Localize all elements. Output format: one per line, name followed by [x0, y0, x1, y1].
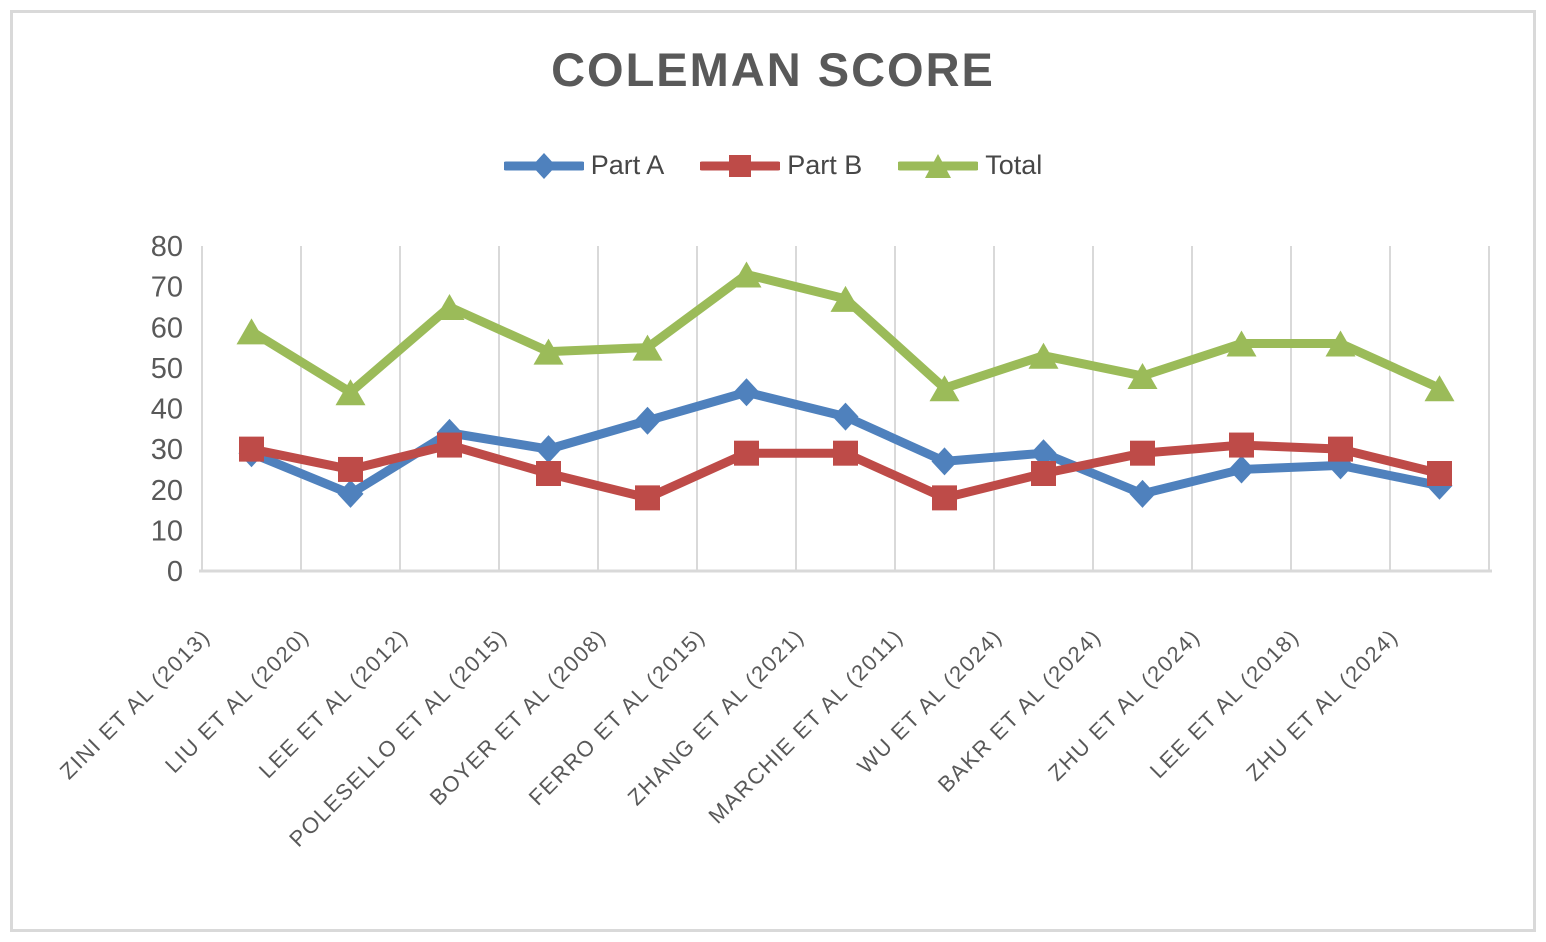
y-axis-tick-label: 10 [151, 515, 183, 547]
part-b-marker-square [536, 461, 561, 486]
y-axis-tick-label: 0 [167, 556, 183, 588]
total-marker-triangle [1325, 330, 1356, 357]
part-a-line-diamond-icon [501, 151, 587, 181]
part-a-marker-diamond [1129, 479, 1156, 508]
part-b-marker-square [1130, 440, 1155, 466]
chart-title: COLEMAN SCORE [551, 43, 995, 96]
part-a-marker-diamond [832, 402, 859, 431]
part-b-marker-square [338, 456, 363, 482]
total-marker-triangle [1226, 330, 1257, 357]
part-a-marker-diamond [1228, 455, 1255, 484]
part-b-marker-square [1229, 432, 1254, 458]
legend-label-part-a: Part A [590, 150, 665, 180]
legend-marker-glyph [895, 153, 981, 178]
part-b-line-square-icon [697, 151, 783, 181]
part-b-marker-square [635, 485, 660, 511]
part-b-marker-square [1427, 461, 1452, 486]
legend-item-part-b: Part B [697, 150, 863, 181]
legend-label-total: Total [985, 150, 1043, 180]
y-axis-tick-label: 60 [151, 312, 183, 344]
total-marker-triangle [236, 318, 267, 345]
legend-triangle [925, 153, 952, 178]
legend-label-part-b: Part B [787, 150, 863, 180]
total-marker-triangle [335, 379, 366, 406]
y-axis-tick-label: 30 [151, 434, 183, 466]
legend-item-total: Total [895, 150, 1043, 181]
part-a-marker-diamond [733, 378, 760, 407]
part-a-marker-diamond [931, 447, 958, 476]
total-marker-triangle [632, 334, 663, 361]
y-axis-tick-label: 40 [151, 394, 183, 426]
y-axis-tick-label: 70 [151, 272, 183, 304]
part-b-marker-square [833, 440, 858, 466]
part-a-marker-diamond [634, 406, 661, 435]
part-b-marker-square [239, 436, 264, 462]
x-category-label: MARCHIE ET AL (2011) [703, 624, 908, 829]
part-b-marker-square [1328, 436, 1353, 462]
series-total [236, 261, 1455, 406]
total-marker-triangle [1127, 363, 1158, 389]
x-category-label: FERRO ET AL (2015) [524, 624, 710, 810]
part-a-marker-diamond [1030, 439, 1057, 468]
y-axis-tick-label: 20 [151, 475, 183, 507]
part-b-marker-square [437, 432, 462, 458]
x-category-label: BOYER ET AL (2008) [425, 624, 611, 810]
part-a-marker-diamond [535, 435, 562, 464]
x-category-label: BAKR ET AL (2024) [933, 624, 1106, 797]
total-marker-triangle [929, 375, 960, 402]
legend-diamond [531, 152, 556, 179]
legend-item-part-a: Part A [501, 150, 665, 181]
part-b-marker-square [734, 440, 759, 466]
total-marker-triangle [434, 293, 465, 320]
x-category-label: POLESELLO ET AL (2015) [284, 624, 512, 852]
y-axis-tick-label: 80 [151, 231, 183, 263]
total-marker-triangle [1424, 375, 1455, 402]
total-marker-triangle [1028, 342, 1059, 369]
total-marker-triangle [830, 285, 861, 312]
total-marker-triangle [731, 261, 762, 288]
legend-square [729, 154, 752, 177]
total-line-triangle-icon [895, 151, 981, 181]
y-axis-tick-label: 50 [151, 353, 183, 385]
total-marker-triangle [533, 338, 564, 365]
legend: Part A Part B Total [0, 150, 1546, 181]
part-a-marker-diamond [337, 479, 364, 508]
series-part-b [239, 432, 1452, 511]
part-b-marker-square [932, 485, 957, 511]
x-category-label: ZHANG ET AL (2021) [623, 624, 809, 810]
legend-marker-glyph [697, 154, 783, 177]
legend-marker-glyph [501, 152, 587, 179]
part-b-marker-square [1031, 461, 1056, 486]
